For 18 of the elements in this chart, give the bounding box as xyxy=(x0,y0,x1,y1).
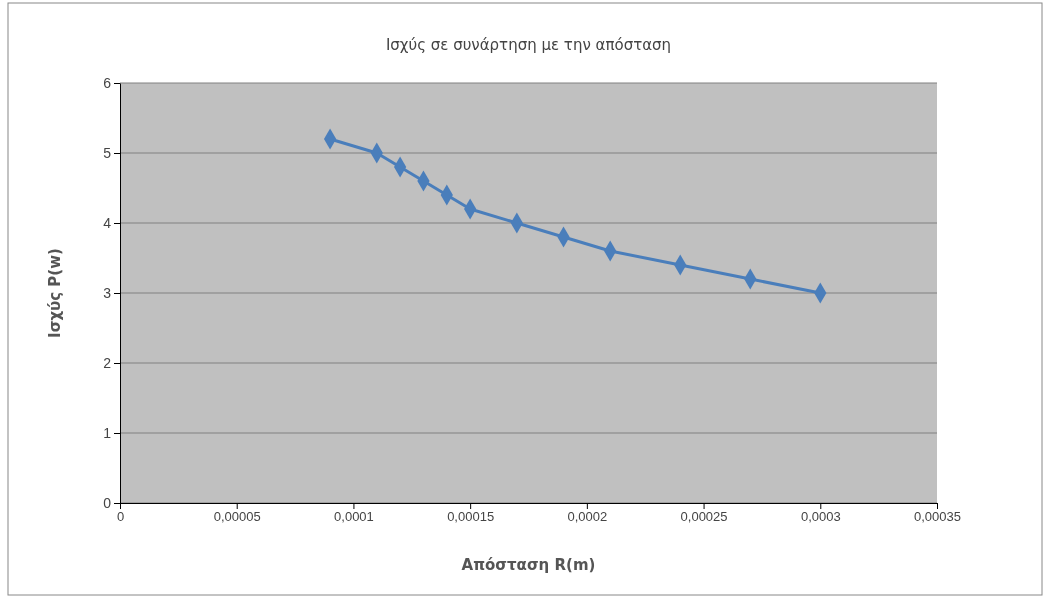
x-tick-label: 0,00015 xyxy=(447,509,495,525)
x-tick-label: 0,0002 xyxy=(567,509,608,525)
y-tick-label: 3 xyxy=(103,284,112,301)
y-tick-label: 6 xyxy=(103,74,112,91)
y-tick-label: 1 xyxy=(103,424,112,441)
y-tick-label: 5 xyxy=(103,144,112,161)
y-tick-label: 2 xyxy=(103,354,112,371)
y-axis-title: Ισχύς P(w) xyxy=(46,248,64,338)
x-tick-label: 0,00035 xyxy=(914,509,961,525)
x-tick-label: 0,00005 xyxy=(213,509,261,525)
x-tick-label: 0 xyxy=(116,509,125,525)
x-tick-label: 0,0001 xyxy=(334,509,374,525)
y-tick-label: 4 xyxy=(103,214,112,231)
x-axis-title: Απόσταση R(m) xyxy=(461,556,596,574)
chart-title: Ισχύς σε συνάρτηση με την απόσταση xyxy=(385,36,672,54)
y-tick-label: 0 xyxy=(103,494,112,511)
x-tick-label: 0,0003 xyxy=(800,509,841,525)
x-tick-label: 0,00025 xyxy=(680,509,728,525)
